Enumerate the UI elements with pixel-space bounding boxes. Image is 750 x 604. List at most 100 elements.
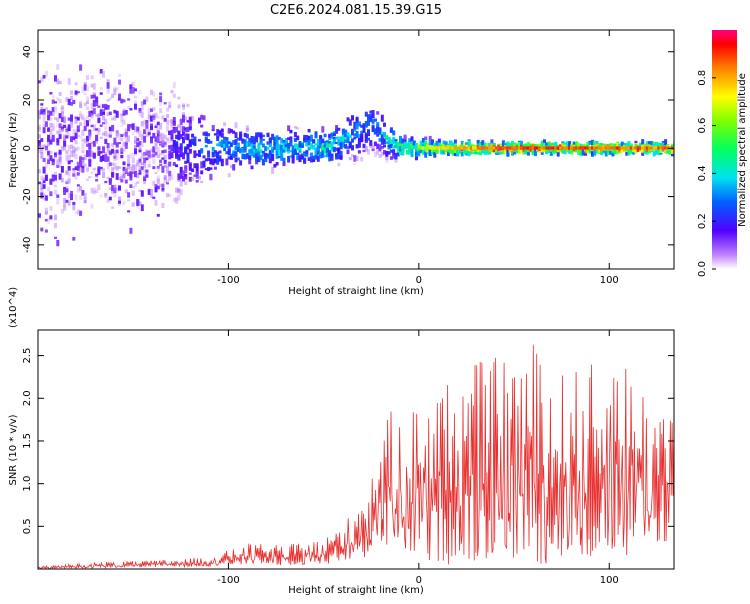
heatmap-cell [456, 146, 459, 150]
heatmap-cell [453, 152, 457, 157]
heatmap-cell [134, 100, 137, 107]
heatmap-cell [261, 158, 265, 162]
heatmap-cell [451, 150, 455, 154]
heatmap-cell [44, 121, 48, 127]
heatmap-cell [394, 152, 398, 160]
heatmap-cell [38, 110, 41, 115]
heatmap-cell [131, 87, 135, 94]
heatmap-cell [362, 143, 366, 148]
heatmap-cell [570, 146, 573, 150]
heatmap-cell [76, 91, 80, 94]
heatmap-cell [67, 98, 71, 106]
heatmap-cell [609, 143, 613, 147]
heatmap-cell [472, 148, 476, 152]
y-tick-label: 2.5 [22, 348, 33, 364]
heatmap-cell [419, 148, 423, 152]
heatmap-cell [70, 150, 73, 154]
heatmap-cell [435, 146, 438, 150]
heatmap-cell [150, 89, 153, 95]
heatmap-cell [131, 164, 135, 171]
heatmap-cell [44, 70, 48, 77]
heatmap-cell [47, 114, 51, 121]
heatmap-cell [124, 128, 128, 132]
heatmap-cell [65, 126, 69, 130]
heatmap-cell [232, 139, 236, 145]
heatmap-cell [312, 158, 316, 162]
heatmap-cell [170, 119, 174, 124]
heatmap-cell [182, 105, 185, 108]
heatmap-cell [113, 163, 117, 170]
heatmap-cell [42, 108, 46, 115]
heatmap-cell [266, 153, 270, 157]
heatmap-cell [156, 213, 160, 217]
heatmap-cell [321, 149, 325, 153]
heatmap-cell [316, 138, 320, 146]
heatmap-cell [195, 166, 199, 172]
heatmap-cell [159, 108, 163, 114]
heatmap-cell [74, 90, 78, 95]
heatmap-cell [513, 151, 517, 155]
heatmap-cell [81, 149, 85, 154]
heatmap-cell [634, 143, 638, 150]
heatmap-cell [579, 143, 583, 146]
heatmap-cell [362, 129, 366, 133]
heatmap-cell [42, 123, 46, 128]
heatmap-cell [145, 122, 149, 129]
heatmap-cell [134, 164, 137, 170]
heatmap-cell [282, 161, 286, 167]
heatmap-cell [49, 128, 53, 135]
heatmap-cell [447, 150, 450, 156]
heatmap-cell [140, 141, 144, 147]
heatmap-cell [504, 146, 507, 150]
heatmap-cell [575, 141, 578, 148]
heatmap-cell [170, 144, 174, 150]
heatmap-cell [161, 150, 165, 153]
heatmap-cell [259, 141, 263, 145]
heatmap-cell [236, 157, 240, 161]
heatmap-cell [56, 164, 60, 168]
heatmap-cell [184, 127, 188, 130]
heatmap-cell [444, 146, 448, 150]
heatmap-cell [170, 123, 174, 129]
heatmap-cell [170, 174, 174, 181]
heatmap-cell [127, 199, 131, 202]
heatmap-cell [163, 159, 167, 164]
heatmap-cell [134, 148, 137, 154]
heatmap-cell [442, 144, 446, 148]
heatmap-cell [198, 153, 201, 157]
heatmap-cell [152, 153, 156, 158]
heatmap-cell [40, 175, 44, 181]
heatmap-cell [392, 154, 396, 159]
heatmap-cell [556, 150, 560, 157]
heatmap-cell [106, 112, 110, 117]
heatmap-cell [508, 146, 512, 150]
heatmap-cell [321, 126, 325, 133]
heatmap-cell [600, 146, 603, 150]
heatmap-cell [170, 89, 174, 94]
heatmap-cell [357, 121, 361, 126]
heatmap-cell [102, 109, 105, 115]
heatmap-cell [273, 139, 277, 143]
heatmap-cell [389, 127, 393, 133]
heatmap-cell [451, 146, 454, 150]
heatmap-cell [111, 93, 115, 98]
heatmap-cell [259, 137, 263, 141]
heatmap-cell [552, 151, 556, 155]
heatmap-cell [70, 136, 73, 143]
heatmap-cell [156, 175, 160, 182]
heatmap-cell [163, 165, 167, 168]
heatmap-cell [613, 146, 617, 150]
heatmap-cell [163, 134, 167, 140]
heatmap-cell [202, 115, 206, 121]
heatmap-cell [261, 153, 265, 157]
heatmap-cell [177, 146, 181, 154]
heatmap-cell [60, 124, 64, 127]
heatmap-cell [218, 141, 222, 147]
heatmap-cell [273, 146, 277, 150]
heatmap-cell [154, 146, 158, 151]
heatmap-cell [245, 133, 249, 139]
heatmap-cell [63, 124, 67, 128]
heatmap-cell [44, 211, 48, 215]
heatmap-cell [152, 117, 156, 122]
heatmap-cell [161, 137, 165, 144]
